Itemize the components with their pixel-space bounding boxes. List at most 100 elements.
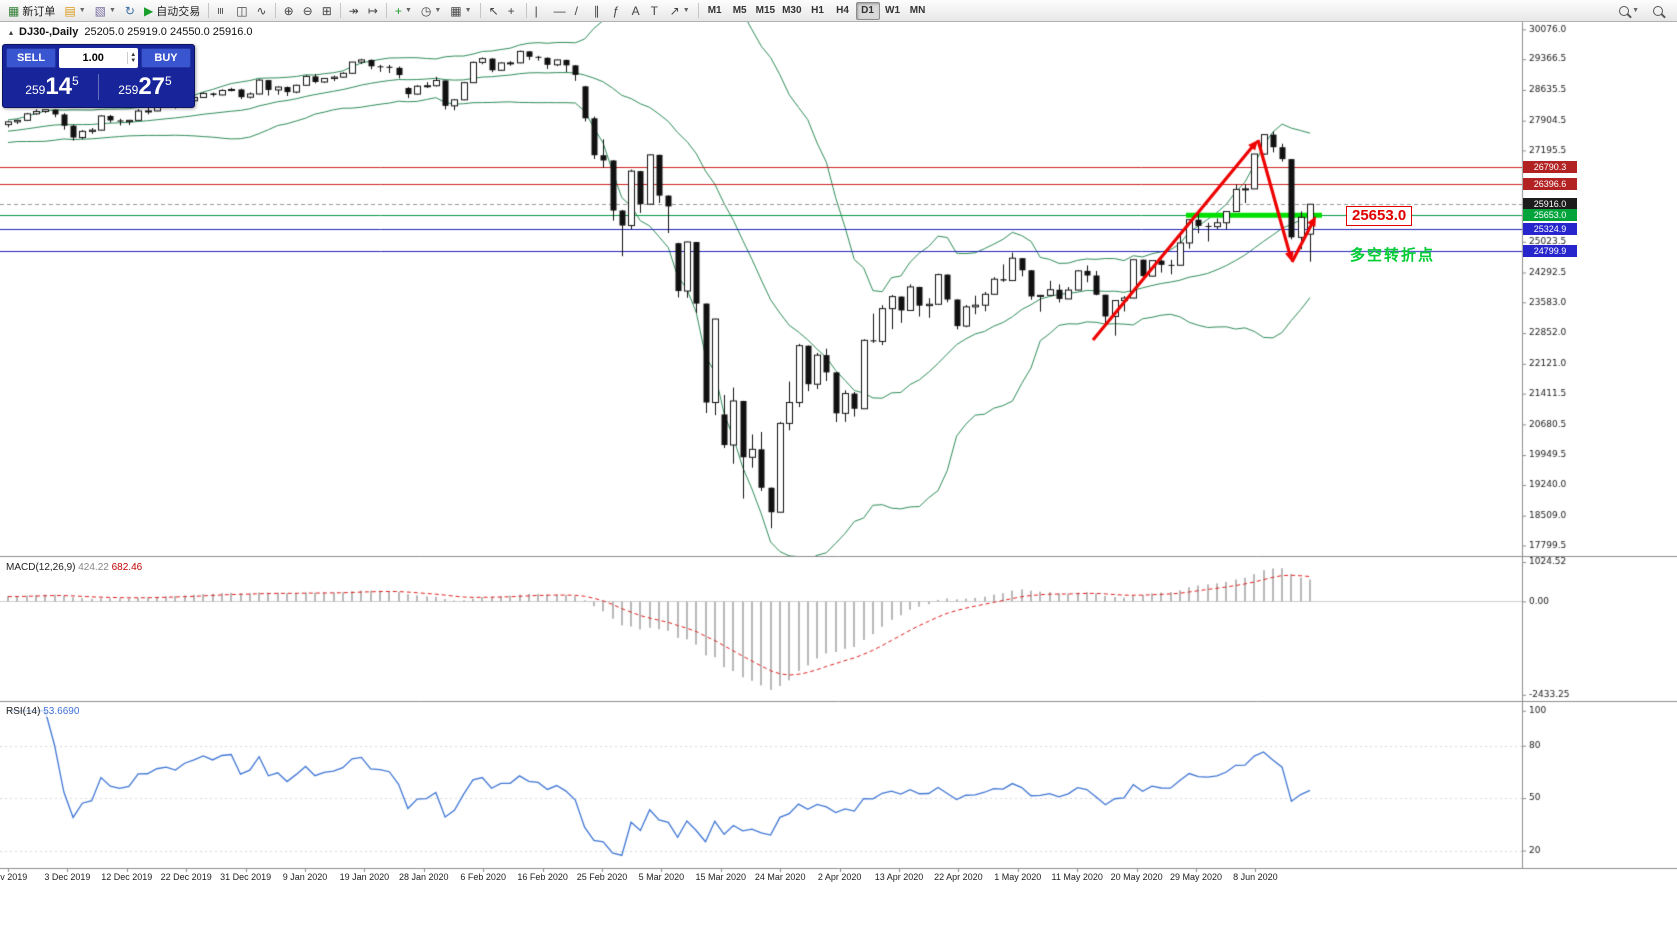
fibonacci-icon: ƒ	[612, 3, 620, 18]
refresh-charts-icon: ↻	[124, 3, 135, 18]
sell-price[interactable]: 259145	[6, 73, 98, 101]
buy-price[interactable]: 259275	[99, 73, 191, 101]
volume-down-icon[interactable]: ▼	[130, 58, 137, 64]
time-axis-label: 9 Jan 2020	[282, 872, 328, 882]
volume-field[interactable]: ▲ ▼	[59, 48, 138, 68]
text-button[interactable]: A	[628, 2, 646, 20]
toolbar-separator	[339, 3, 341, 18]
chart-area[interactable]: ▴ DJ30-,Daily 25205.0 25919.0 24550.0 25…	[0, 22, 1677, 947]
new-chart-icon: ▤	[64, 3, 76, 18]
templates-icon: ▦	[450, 3, 462, 18]
macd-main-value: 424.22	[78, 562, 109, 573]
buy-button[interactable]: BUY	[141, 48, 191, 68]
profiles-button[interactable]: ▧ ▼	[91, 2, 120, 20]
time-axis-label: 22 Dec 2019	[160, 872, 212, 882]
time-axis-label: 8 Jun 2020	[1233, 872, 1278, 882]
one-click-collapse-icon[interactable]: ▴	[9, 27, 14, 37]
macd-indicator-label: MACD(12,26,9) 424.22 682.46	[6, 562, 143, 573]
price-tag: 24799.9	[1523, 245, 1577, 257]
timeframe-mn-button[interactable]: MN	[906, 2, 930, 20]
rsi-value: 53.6690	[43, 706, 80, 717]
toolbar-right-group: ▼	[1615, 2, 1673, 20]
vertical-line-button[interactable]: |	[531, 2, 549, 20]
chart-shift-button[interactable]: ↦	[364, 2, 382, 20]
new-chart-button[interactable]: ▤ ▼	[60, 2, 89, 20]
timeframe-m15-button[interactable]: M15	[753, 2, 778, 20]
timeframe-d1-button[interactable]: D1	[855, 1, 880, 20]
auto-scroll-button[interactable]: ↠	[345, 2, 363, 20]
text-icon: A	[631, 3, 640, 18]
price-digits: 5	[72, 74, 79, 88]
chart-title: ▴ DJ30-,Daily 25205.0 25919.0 24550.0 25…	[6, 26, 256, 38]
symbol-period-label: DJ30-,Daily	[19, 26, 79, 38]
time-axis-label: 15 Mar 2020	[695, 872, 747, 882]
search-button[interactable]: ▼	[1615, 2, 1643, 20]
dropdown-caret-icon: ▼	[464, 7, 472, 14]
timeframe-w1-button[interactable]: W1	[881, 2, 905, 20]
tile-windows-button[interactable]: ⊞	[318, 2, 336, 20]
arrows-button[interactable]: ↗ ▼	[666, 2, 694, 20]
dropdown-caret-icon: ▼	[108, 7, 116, 14]
timeframe-h1-button[interactable]: H1	[806, 2, 830, 20]
arrows-icon: ↗	[669, 3, 680, 18]
refresh-charts-button[interactable]: ↻	[121, 2, 139, 20]
volume-input[interactable]	[59, 52, 128, 64]
sell-button[interactable]: SELL	[6, 48, 56, 68]
equidistant-channel-button[interactable]: ∥	[590, 2, 608, 20]
toolbar-separator	[208, 3, 210, 18]
indicators-button[interactable]: + ▼	[391, 2, 416, 20]
text-label-button[interactable]: T	[647, 2, 665, 20]
dropdown-caret-icon: ▼	[78, 7, 86, 14]
time-axis-label: 28 Jan 2020	[399, 872, 449, 882]
horizontal-line-button[interactable]: —	[550, 2, 570, 20]
price-digits: 259	[25, 83, 46, 97]
timeframe-m1-button[interactable]: M1	[703, 2, 727, 20]
periods-button[interactable]: ◷ ▼	[417, 2, 445, 20]
zoom-out-icon: ⊖	[302, 3, 313, 18]
trade-panel-controls: SELL ▲ ▼ BUY	[6, 48, 191, 68]
timeframe-h4-button[interactable]: H4	[831, 2, 855, 20]
indicators-icon: +	[394, 3, 402, 18]
time-axis-label: 12 Dec 2019	[101, 872, 153, 882]
crosshair-button[interactable]: +	[504, 2, 522, 20]
zoom-out-button[interactable]: ⊖	[299, 2, 317, 20]
new-order-button-label: 新订单	[22, 5, 56, 18]
dropdown-caret-icon: ▼	[404, 7, 412, 14]
line-chart-button[interactable]: ∿	[253, 2, 271, 20]
price-callout-label[interactable]: 25653.0	[1346, 206, 1413, 226]
search-icon	[1653, 5, 1663, 16]
autotrading-button-label: 自动交易	[156, 5, 201, 18]
bar-chart-button[interactable]: ≡	[213, 2, 231, 20]
trendline-button[interactable]: /	[571, 2, 589, 20]
timeframe-m5-button[interactable]: M5	[728, 2, 752, 20]
rsi-name: RSI(14)	[6, 706, 41, 717]
dropdown-caret-icon: ▼	[1632, 7, 1639, 14]
new-order-button[interactable]: ▦ 新订单	[4, 2, 59, 20]
price-tag: 25916.0	[1523, 198, 1577, 210]
trade-panel-prices: 259145 259275	[6, 70, 191, 104]
autotrading-button[interactable]: ▶ 自动交易	[140, 2, 204, 20]
time-axis-label: 25 Feb 2020	[576, 872, 628, 882]
bar-chart-icon: ≡	[213, 6, 228, 15]
rsi-indicator-label: RSI(14) 53.6690	[6, 706, 80, 717]
quick-search-button[interactable]	[1649, 2, 1667, 20]
turning-point-annotation[interactable]: 多空转折点	[1350, 247, 1436, 264]
volume-up-icon[interactable]: ▲	[130, 52, 137, 58]
fibonacci-button[interactable]: ƒ	[609, 2, 627, 20]
chart-shift-icon: ↦	[367, 3, 378, 18]
price-chart-canvas[interactable]	[0, 22, 1677, 885]
time-axis-label: 31 Dec 2019	[220, 872, 272, 882]
time-axis-label: 6 Feb 2020	[460, 872, 506, 882]
price-tag: 25324.9	[1523, 223, 1577, 235]
toolbar-separator	[479, 3, 481, 18]
dropdown-caret-icon: ▼	[682, 7, 690, 14]
line-chart-icon: ∿	[256, 3, 267, 18]
zoom-in-button[interactable]: ⊕	[280, 2, 298, 20]
templates-button[interactable]: ▦ ▼	[446, 2, 475, 20]
tile-windows-icon: ⊞	[321, 3, 332, 18]
toolbar-separator	[385, 3, 387, 18]
candlestick-chart-button[interactable]: ◫	[232, 2, 251, 20]
timeframe-m30-button[interactable]: M30	[779, 2, 804, 20]
cursor-button[interactable]: ↖	[485, 2, 503, 20]
auto-scroll-icon: ↠	[348, 3, 359, 18]
